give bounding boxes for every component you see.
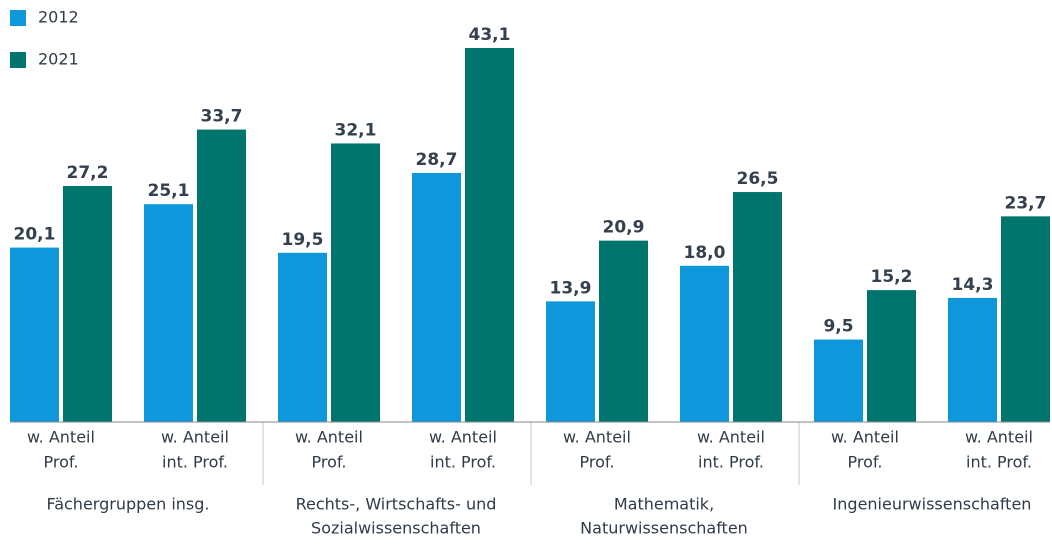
value-label: 32,1 (335, 120, 377, 140)
bar (144, 204, 193, 422)
value-label: 25,1 (148, 181, 190, 201)
value-label: 19,5 (282, 230, 324, 250)
x-tick-label: w. Anteil (161, 428, 229, 447)
bar (733, 192, 782, 422)
value-label: 20,1 (14, 225, 56, 245)
x-tick-label: w. Anteil (429, 428, 497, 447)
bar (814, 339, 863, 422)
value-label: 13,9 (550, 278, 592, 298)
value-label: 26,5 (737, 169, 779, 189)
value-label: 18,0 (684, 243, 726, 263)
value-label: 28,7 (416, 150, 458, 170)
legend-label: 2021 (38, 50, 79, 69)
x-tick-label: w. Anteil (563, 428, 631, 447)
x-tick-label: w. Anteil (27, 428, 95, 447)
value-label: 15,2 (871, 267, 913, 287)
x-tick-label: w. Anteil (295, 428, 363, 447)
bar (63, 185, 112, 422)
legend-label: 2012 (38, 8, 79, 27)
x-tick-label: int. Prof. (698, 453, 764, 472)
bar (331, 143, 380, 422)
bar (948, 297, 997, 422)
x-tick-label: int. Prof. (162, 453, 228, 472)
group-label: Sozialwissenschaften (311, 519, 481, 538)
legend-swatch (10, 10, 26, 26)
x-tick-label: w. Anteil (965, 428, 1033, 447)
bar (465, 48, 514, 422)
x-tick-label: Prof. (312, 453, 347, 472)
bar (278, 252, 327, 422)
bar (197, 129, 246, 422)
x-tick-label: w. Anteil (697, 428, 765, 447)
legend-swatch (10, 52, 26, 68)
x-tick-label: w. Anteil (831, 428, 899, 447)
value-label: 23,7 (1005, 193, 1047, 213)
value-label: 20,9 (603, 218, 645, 238)
bar (546, 301, 595, 422)
group-label: Mathematik, (614, 495, 714, 514)
bar (599, 240, 648, 422)
value-label: 14,3 (952, 275, 994, 295)
x-tick-label: Prof. (44, 453, 79, 472)
group-label: Rechts-, Wirtschafts- und (296, 495, 497, 514)
bar (412, 172, 461, 422)
value-label: 33,7 (201, 107, 243, 127)
bar (867, 290, 916, 422)
x-tick-label: Prof. (580, 453, 615, 472)
value-label: 9,5 (823, 317, 853, 337)
bar (10, 247, 59, 422)
bar (680, 265, 729, 422)
group-label: Fächergruppen insg. (46, 495, 209, 514)
group-label: Naturwissenschaften (580, 519, 748, 538)
x-tick-label: int. Prof. (966, 453, 1032, 472)
value-label: 43,1 (469, 25, 511, 45)
x-tick-label: int. Prof. (430, 453, 496, 472)
value-label: 27,2 (67, 163, 109, 183)
group-label: Ingenieurwissenschaften (833, 495, 1032, 514)
x-tick-label: Prof. (848, 453, 883, 472)
bar (1001, 216, 1050, 422)
